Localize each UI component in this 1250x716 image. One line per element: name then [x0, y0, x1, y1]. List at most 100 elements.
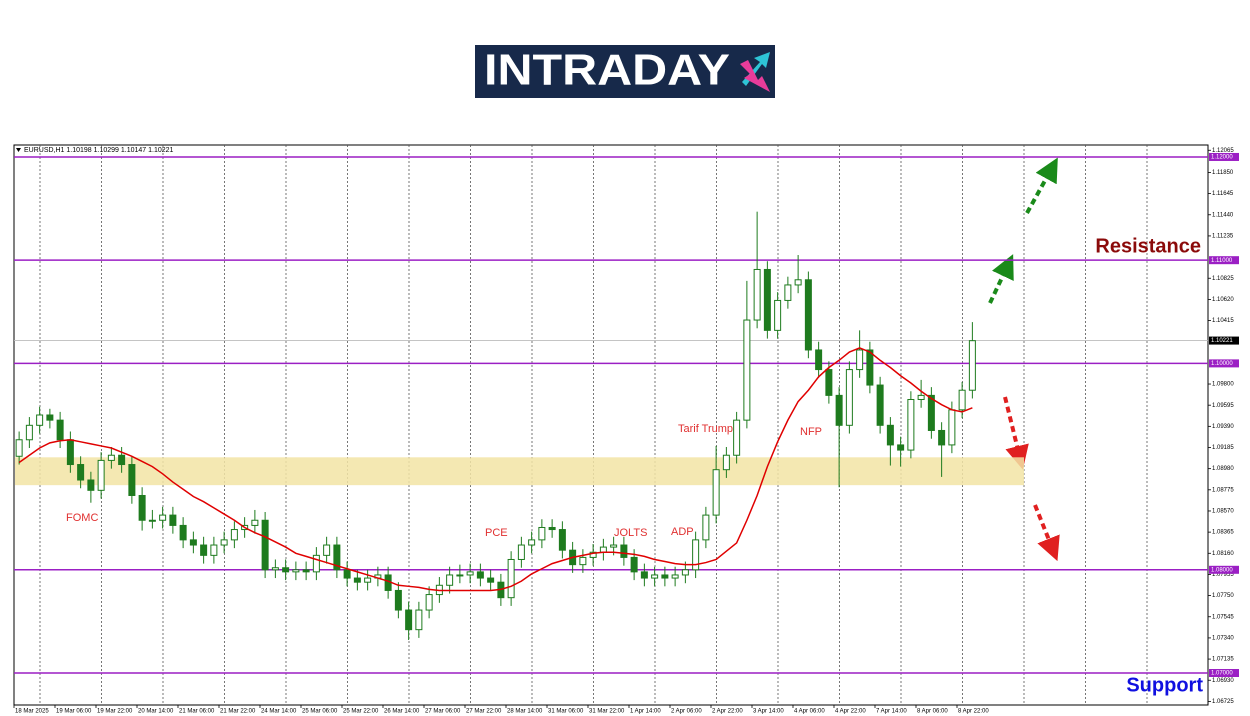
event-annotation: NFP [800, 426, 822, 438]
candle-body [323, 544, 331, 556]
candle-body [56, 419, 64, 441]
x-tick-label: 3 Apr 14:00 [753, 709, 784, 715]
candle-body [446, 574, 454, 586]
candle-body [774, 299, 782, 331]
current-price-label: 1.10221 [1211, 338, 1233, 344]
y-tick-label: 1.09185 [1212, 445, 1234, 451]
candle-body [610, 544, 618, 548]
y-tick-label: 1.12065 [1212, 148, 1234, 154]
y-tick-label: 1.06930 [1212, 678, 1234, 684]
y-tick-label: 1.07545 [1212, 614, 1234, 620]
x-tick-label: 7 Apr 14:00 [876, 709, 907, 715]
candle-body [36, 414, 44, 426]
candle-body [825, 369, 833, 396]
level-box [1209, 669, 1239, 678]
candle-body [815, 349, 823, 371]
candle-body [343, 569, 351, 579]
candle-body [87, 479, 95, 491]
candle-body [159, 514, 167, 521]
x-tick-label: 25 Mar 22:00 [343, 709, 379, 715]
candle-body [456, 574, 464, 577]
x-tick-label: 28 Mar 14:00 [507, 709, 543, 715]
candle-body [169, 514, 177, 526]
candle-body [784, 284, 792, 301]
candle-body [804, 279, 812, 351]
candle-body [886, 424, 894, 446]
y-tick-label: 1.07340 [1212, 635, 1234, 641]
x-tick-label: 26 Mar 14:00 [384, 709, 420, 715]
y-tick-label: 1.08365 [1212, 530, 1234, 536]
x-tick-label: 4 Apr 06:00 [794, 709, 825, 715]
chart-header: EURUSD,H1 1.10198 1.10299 1.10147 1.1022… [24, 147, 174, 154]
y-tick-label: 1.07750 [1212, 593, 1234, 599]
candle-body [661, 574, 669, 579]
x-tick-label: 4 Apr 22:00 [835, 709, 866, 715]
candle-body [46, 414, 54, 421]
arrow-up [1025, 157, 1058, 214]
x-tick-label: 19 Mar 22:00 [97, 709, 133, 715]
level-box [1209, 256, 1239, 265]
candle-body [261, 519, 269, 571]
candle-body [948, 409, 956, 446]
candle-body [620, 544, 628, 558]
candle-body [97, 459, 105, 491]
x-tick-label: 19 Mar 06:00 [56, 709, 92, 715]
candle-body [271, 567, 279, 571]
candle-body [394, 589, 402, 611]
candle-body [220, 539, 228, 546]
support-zone [15, 457, 1024, 486]
y-tick-label: 1.11235 [1212, 234, 1234, 240]
y-tick-label: 1.08775 [1212, 487, 1234, 493]
x-tick-label: 18 Mar 2025 [15, 709, 49, 715]
candle-body [107, 454, 115, 461]
candle-body [733, 419, 741, 456]
header-icon [16, 148, 21, 152]
candle-body [312, 554, 320, 573]
candle-body [415, 609, 423, 631]
y-tick-label: 1.06725 [1212, 699, 1234, 705]
candle-body [487, 577, 495, 583]
candle-body [25, 424, 33, 441]
candle-body [681, 569, 689, 576]
x-tick-label: 2 Apr 06:00 [671, 709, 702, 715]
level-label: 1.12000 [1211, 155, 1233, 161]
candle-body [866, 349, 874, 386]
candle-body [702, 514, 710, 541]
candle-body [77, 464, 85, 481]
candle-body [200, 544, 208, 556]
x-tick-label: 31 Mar 06:00 [548, 709, 584, 715]
candle-body [763, 268, 771, 331]
event-annotation: JOLTS [614, 527, 647, 539]
candle-body [210, 544, 218, 556]
x-tick-label: 1 Apr 14:00 [630, 709, 661, 715]
y-tick-label: 1.10415 [1212, 318, 1234, 324]
level-label: 1.10000 [1211, 361, 1233, 367]
candle-body [856, 349, 864, 371]
level-box [1209, 359, 1239, 368]
x-tick-label: 24 Mar 14:00 [261, 709, 297, 715]
candle-body [364, 577, 372, 583]
x-tick-label: 20 Mar 14:00 [138, 709, 174, 715]
candle-body [722, 454, 730, 471]
logo-text: INTRADAY [484, 46, 730, 95]
candle-body [671, 574, 679, 579]
x-tick-label: 8 Apr 22:00 [958, 709, 989, 715]
candle-body [282, 567, 290, 573]
logo-box [475, 45, 775, 98]
candle-body [251, 519, 259, 526]
candle-body [845, 369, 853, 426]
candle-body [66, 439, 74, 466]
candle-body [405, 609, 413, 631]
y-tick-label: 1.08160 [1212, 551, 1234, 557]
current-price-box [1209, 336, 1239, 345]
candle-body [712, 469, 720, 516]
event-annotation: ADP [671, 526, 694, 538]
y-tick-label: 1.07135 [1212, 657, 1234, 663]
level-box [1209, 152, 1239, 161]
x-tick-label: 21 Mar 06:00 [179, 709, 215, 715]
candle-body [917, 394, 925, 401]
y-tick-label: 1.09800 [1212, 382, 1234, 388]
candle-body [897, 444, 905, 451]
y-tick-label: 1.09595 [1212, 403, 1234, 409]
